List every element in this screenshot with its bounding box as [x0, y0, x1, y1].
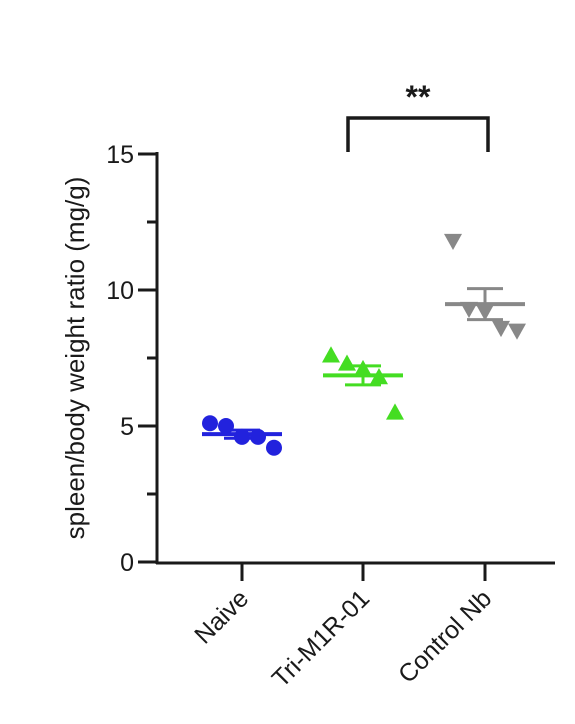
- y-axis-title: spleen/body weight ratio (mg/g): [60, 177, 90, 540]
- data-point: [386, 403, 404, 420]
- y-tick-label: 10: [106, 277, 134, 305]
- data-point: [444, 233, 462, 251]
- y-tick-label: 5: [120, 413, 134, 441]
- group-Control Nb: [444, 233, 526, 340]
- data-point: [266, 439, 282, 456]
- y-axis: 0 5 10 15: [106, 141, 159, 577]
- data-point: [250, 428, 266, 445]
- data-point: [476, 304, 494, 321]
- group-Naive: [202, 415, 282, 456]
- data-point: [370, 368, 388, 385]
- x-tick-label: Naive: [189, 584, 254, 649]
- y-tick-label: 15: [106, 141, 134, 169]
- group-Tri-M1R-01: [322, 346, 404, 420]
- data-point: [338, 354, 356, 371]
- data-point: [492, 320, 510, 338]
- y-tick-label: 0: [120, 549, 134, 577]
- significance-label: **: [406, 79, 431, 115]
- significance-bracket: [346, 116, 490, 152]
- x-tick-label: Control Nb: [393, 584, 497, 688]
- data-point: [322, 346, 340, 363]
- data-point: [202, 415, 218, 432]
- x-axis: Naive Tri-M1R-01 Control Nb: [156, 561, 555, 693]
- data-point: [354, 359, 372, 377]
- data-point: [460, 301, 478, 319]
- data-point: [508, 323, 526, 340]
- x-tick-label: Tri-M1R-01: [267, 584, 376, 693]
- data-point: [218, 418, 234, 434]
- data-point: [234, 428, 250, 445]
